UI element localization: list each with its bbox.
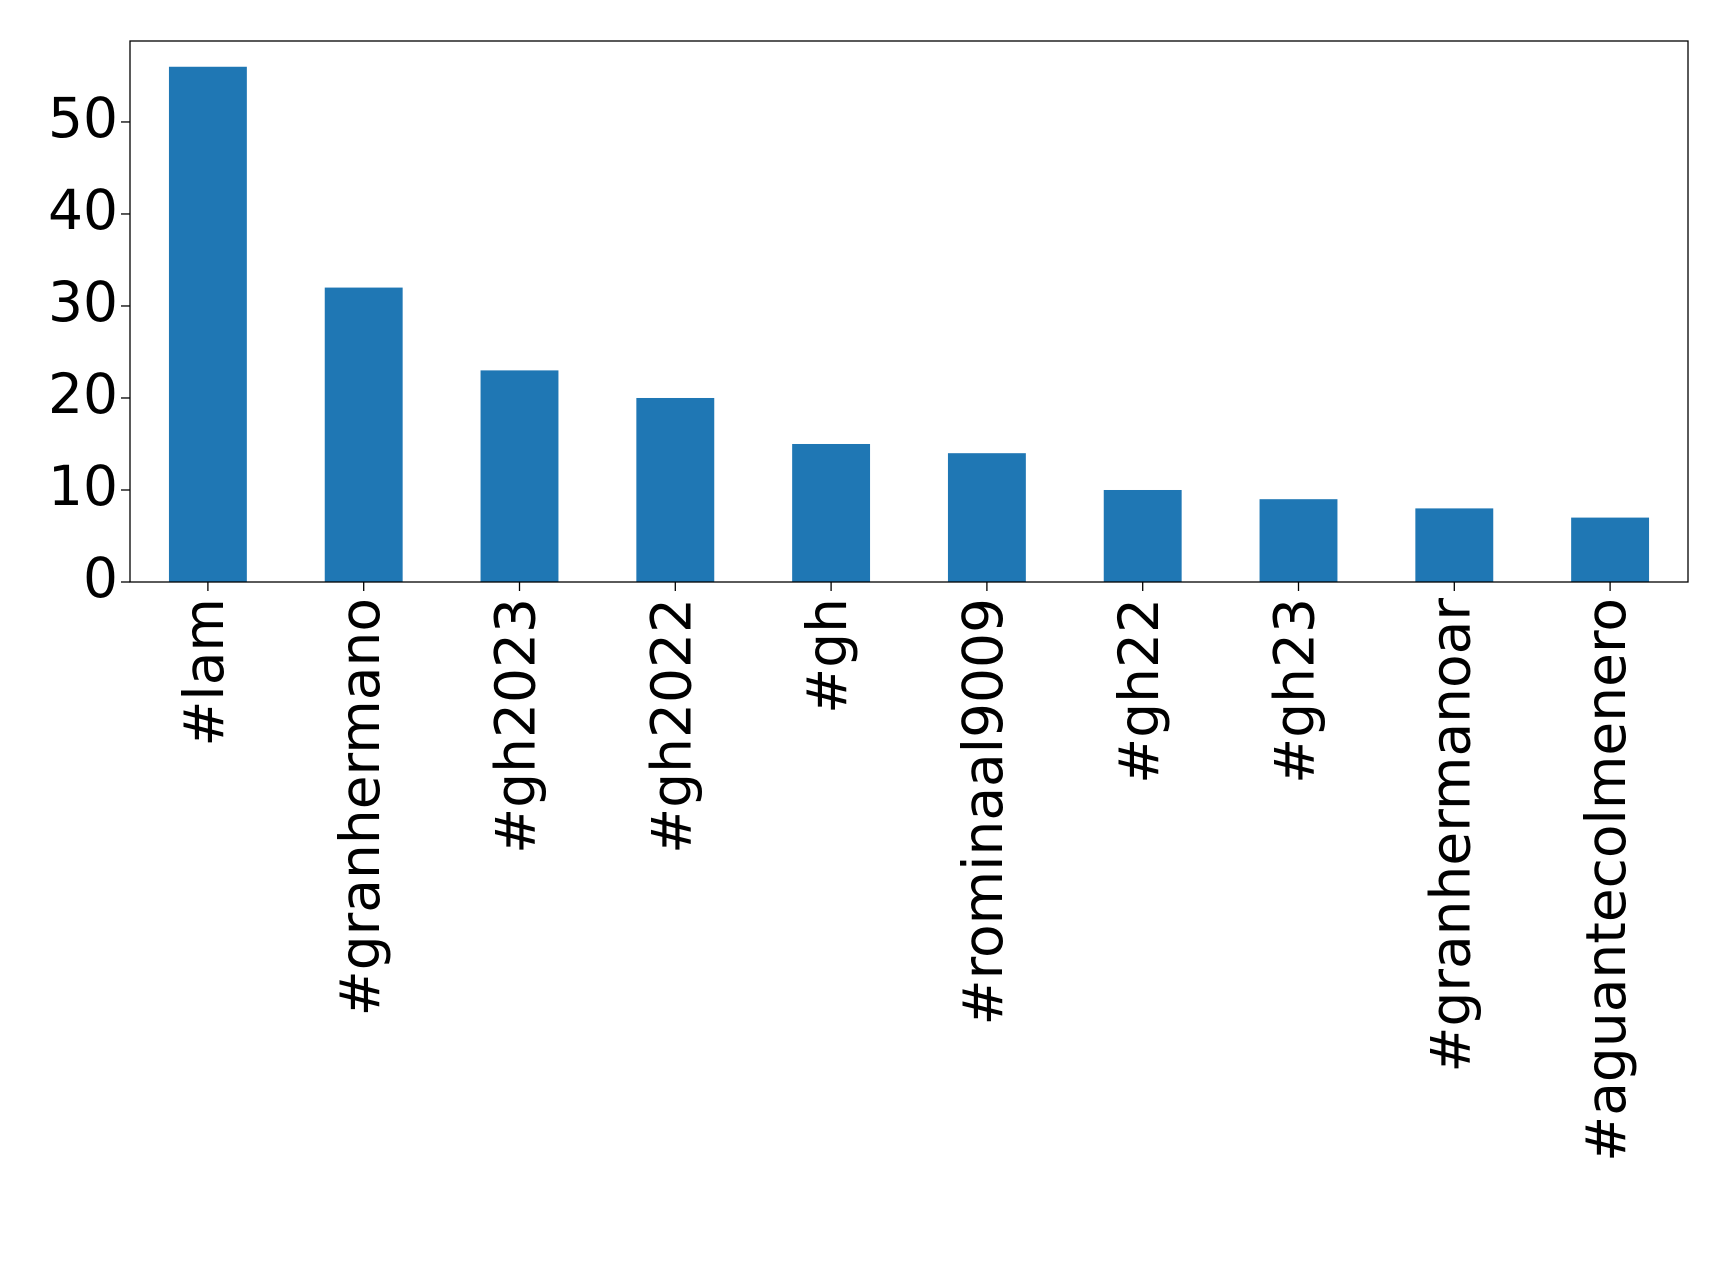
x-tick-label: #gh2022: [639, 598, 703, 854]
bar: [324, 287, 403, 582]
bar: [480, 370, 559, 582]
y-tick-label: 40: [48, 178, 118, 242]
x-tick-label: #gh2023: [484, 598, 548, 854]
bar: [1259, 499, 1338, 582]
bar: [1571, 517, 1650, 582]
y-tick-label: 10: [48, 454, 118, 518]
x-tick-label: #granhermano: [328, 598, 392, 1016]
y-tick-label: 30: [48, 270, 118, 334]
x-tick-label: #gh22: [1107, 598, 1171, 784]
x-tick-label: #granhermanoar: [1418, 598, 1482, 1073]
y-tick-label: 50: [48, 86, 118, 150]
x-tick-label: #gh: [795, 598, 859, 714]
bar: [636, 397, 715, 582]
bar: [1415, 508, 1494, 582]
y-tick-label: 20: [48, 362, 118, 426]
plot-frame: [129, 40, 1689, 583]
x-tick-label: #aguantecolmenero: [1574, 598, 1638, 1162]
x-tick-label: #lam: [172, 598, 236, 747]
bar: [1103, 489, 1182, 582]
bar: [792, 443, 871, 582]
x-tick-label: #rominaal9009: [951, 598, 1015, 1026]
x-tick-label: #gh23: [1263, 598, 1327, 784]
bar: [947, 453, 1026, 582]
y-tick-label: 0: [83, 546, 118, 610]
bar: [168, 66, 247, 582]
